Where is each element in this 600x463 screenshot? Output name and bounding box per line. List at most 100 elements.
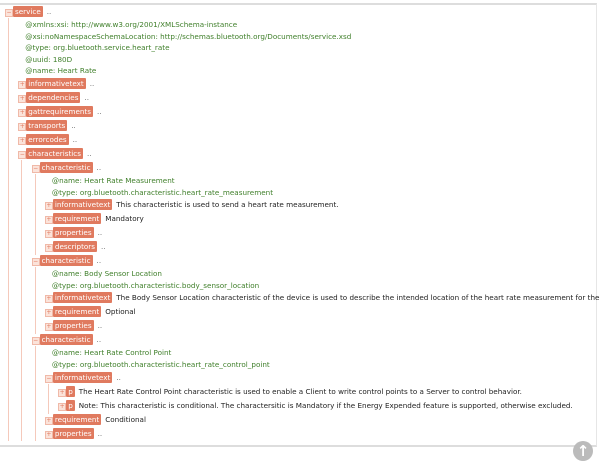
attribute-row: @type: org.bluetooth.characteristic.hear… [52,187,273,199]
ellipsis[interactable]: .. [96,335,102,345]
attribute-row: @xsi:noNamespaceSchemaLocation: http://s… [25,31,351,43]
ellipsis[interactable]: .. [96,163,102,172]
tag-label[interactable]: requirement [52,213,102,225]
tree-node-properties: + properties.. [44,227,103,239]
tag-label[interactable]: descriptors [52,241,98,253]
tree-node-dependencies: + dependencies.. [18,92,89,104]
tree-node-requirement: + requirement Conditional [44,413,146,426]
expand-toggle-icon[interactable]: + [44,323,53,332]
tag-label[interactable]: informativetext [52,371,113,383]
collapse-toggle-icon[interactable]: − [5,9,13,17]
tree-guide-line [8,18,9,441]
expand-toggle-icon[interactable]: + [18,95,27,103]
tag-label[interactable]: characteristic [39,162,93,173]
attribute-name: @name: [25,66,58,76]
collapse-toggle-icon[interactable]: − [31,258,40,267]
collapse-toggle-icon[interactable]: − [18,151,27,159]
expand-toggle-icon[interactable]: + [44,430,53,439]
tree-node-informativetext: + informativetext.. [18,78,94,90]
ellipsis[interactable]: .. [116,372,121,382]
tag-label[interactable]: characteristic [39,334,93,346]
expand-toggle-icon[interactable]: + [44,216,53,225]
expand-toggle-icon[interactable]: + [58,402,67,411]
expand-toggle-icon[interactable]: + [18,109,27,117]
attribute-row: @name: Body Sensor Location [52,268,162,280]
ellipsis[interactable]: .. [97,228,103,238]
tree-node-service: − service.. [5,6,51,18]
tree-guide-line [21,160,23,441]
tag-label[interactable]: p [66,399,75,411]
ellipsis[interactable]: .. [46,7,52,16]
tag-label[interactable]: transports [26,120,68,131]
tag-label[interactable]: gattrequirements [26,106,93,117]
tree-node-transports: + transports.. [18,120,76,132]
ellipsis[interactable]: .. [101,242,106,252]
collapse-toggle-icon[interactable]: − [31,337,40,346]
tree-node-gattrequirements: + gattrequirements.. [18,106,102,118]
ellipsis[interactable]: .. [96,256,102,266]
ellipsis[interactable]: .. [89,79,95,88]
collapse-toggle-icon[interactable]: − [31,165,40,173]
ellipsis[interactable]: .. [97,428,103,438]
scroll-to-top-button[interactable]: ↑ [573,441,593,461]
tree-node-p: + p Note: This characteristic is condition… [58,399,573,412]
ellipsis[interactable]: .. [72,135,78,144]
tree-node-properties: + properties.. [44,427,103,440]
tag-label[interactable]: characteristics [26,148,83,159]
tag-label[interactable]: requirement [52,413,102,425]
tree-node-informativetext: − informativetext.. [44,371,121,384]
tag-label[interactable]: requirement [52,306,102,318]
node-text: Mandatory [105,214,144,224]
tree-node-p: + p The Heart Rate Control Point character… [58,385,522,398]
expand-toggle-icon[interactable]: + [18,123,27,131]
attribute-name: @xmlns:xsi: [25,20,72,29]
tag-label[interactable]: properties [52,320,94,332]
tree-node-characteristic: − characteristic.. [31,334,102,346]
tag-label[interactable]: properties [52,427,94,439]
tag-label[interactable]: properties [52,227,94,239]
node-text: Conditional [105,414,146,424]
attribute-name: @type: [25,43,54,53]
ellipsis[interactable]: .. [86,149,92,158]
attribute-name: @type: [51,187,80,197]
tree-guide-line [34,267,36,335]
expand-toggle-icon[interactable]: + [44,244,53,253]
tag-label[interactable]: p [66,385,75,397]
attribute-value: org.bluetooth.characteristic.heart_rate_… [79,360,270,369]
ellipsis[interactable]: .. [84,93,90,102]
tree-node-informativetext: + informativetext The Body Sensor Location… [44,292,600,304]
ellipsis[interactable]: .. [97,321,103,331]
tag-label[interactable]: informativetext [26,78,86,89]
expand-toggle-icon[interactable]: + [44,202,53,211]
tree-node-properties: + properties.. [44,320,103,332]
expand-toggle-icon[interactable]: + [44,309,53,318]
tag-label[interactable]: service [13,6,43,17]
expand-toggle-icon[interactable]: + [18,81,27,89]
tag-label[interactable]: dependencies [26,92,81,103]
attribute-row: @xmlns:xsi: http://www.w3.org/2001/XMLSc… [25,19,237,31]
expand-toggle-icon[interactable]: + [44,295,53,304]
tree-node-informativetext: + informativetext This characteristic is u… [44,199,339,211]
attribute-value: Heart Rate [57,66,97,76]
node-text: Note: This characteristic is conditional… [78,400,573,410]
expand-toggle-icon[interactable]: + [58,388,67,397]
ellipsis[interactable]: .. [97,107,102,116]
ellipsis[interactable]: .. [71,121,76,130]
collapse-toggle-icon[interactable]: − [44,374,53,383]
tag-label[interactable]: characteristic [39,255,93,267]
tag-label[interactable]: errorcodes [26,134,69,145]
expand-toggle-icon[interactable]: + [18,137,27,145]
tag-label[interactable]: informativetext [52,292,113,304]
tree-node-errorcodes: + errorcodes.. [18,134,77,146]
tag-label[interactable]: informativetext [52,199,113,211]
attribute-row: @type: org.bluetooth.characteristic.hear… [52,359,270,371]
expand-toggle-icon[interactable]: + [44,230,53,239]
tree-guide-line [34,346,36,441]
attribute-value: Heart Rate Measurement [84,176,175,185]
attribute-value: org.bluetooth.characteristic.heart_rate_… [79,187,274,197]
tree-node-characteristic: − characteristic.. [31,255,102,267]
expand-toggle-icon[interactable]: + [44,416,53,425]
attribute-value: org.bluetooth.characteristic.body_sensor… [79,280,260,290]
attribute-name: @name: [51,176,85,185]
attribute-value: Body Sensor Location [84,269,162,279]
